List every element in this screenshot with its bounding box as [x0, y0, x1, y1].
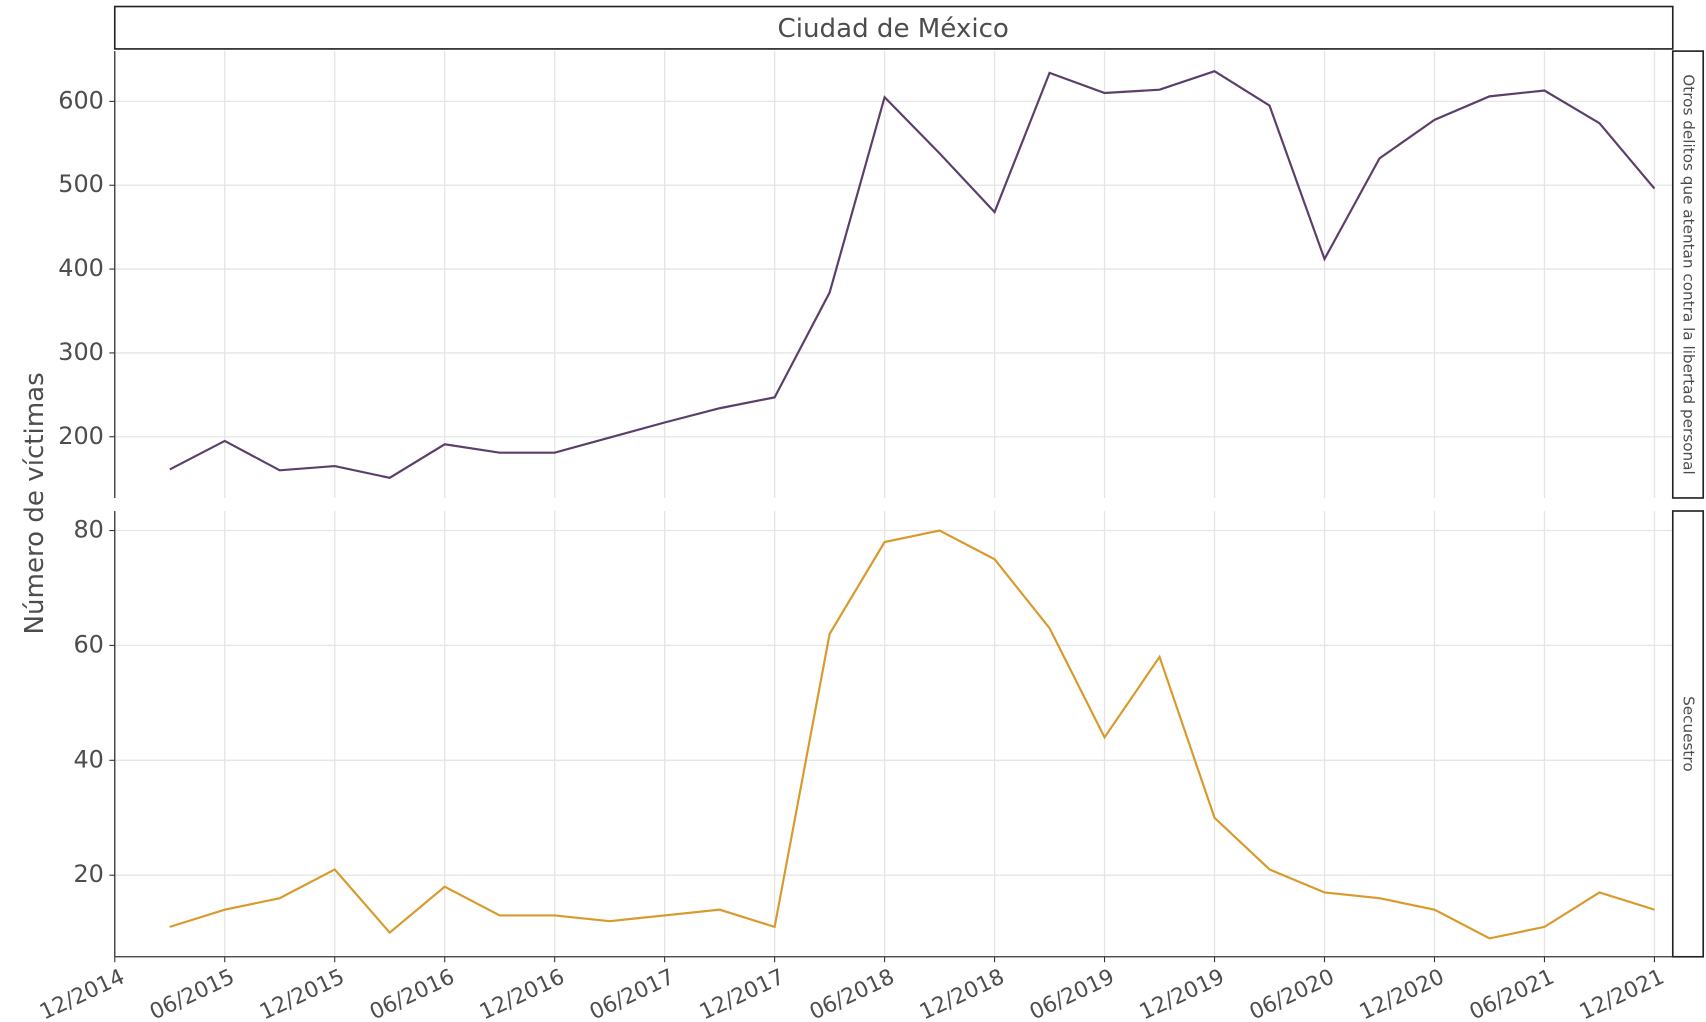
x-tick-label: 12/2015 — [256, 965, 348, 1022]
x-tick-label: 06/2017 — [586, 965, 678, 1022]
x-tick-label: 12/2021 — [1576, 965, 1668, 1022]
panel — [114, 511, 1673, 957]
y-tick-label: 40 — [73, 745, 103, 773]
x-tick-label: 12/2019 — [1136, 965, 1228, 1022]
line — [169, 529, 1655, 940]
panel — [114, 51, 1673, 498]
y-tick-label: 400 — [58, 254, 104, 282]
x-tick-label: 06/2019 — [1026, 965, 1118, 1022]
x-tick-label: 06/2020 — [1246, 965, 1338, 1022]
chart-title: Ciudad de México — [778, 14, 1009, 44]
y-axis-label: Número de víctimas — [20, 372, 50, 634]
y-tick-label: 600 — [58, 86, 104, 114]
y-tick-label: 200 — [58, 422, 104, 450]
x-tick-label: 12/2018 — [916, 965, 1008, 1022]
y-tick-label: 300 — [58, 338, 104, 366]
line — [169, 70, 1656, 479]
y-tick-label: 80 — [73, 516, 103, 544]
x-tick-label: 06/2021 — [1466, 965, 1558, 1022]
x-tick-label: 12/2014 — [36, 965, 128, 1022]
facet-strip — [1671, 50, 1705, 499]
x-tick-label: 12/2020 — [1356, 965, 1448, 1022]
y-tick-label: 60 — [73, 630, 103, 658]
x-tick-label: 12/2016 — [476, 965, 568, 1022]
x-tick-label: 06/2015 — [146, 965, 238, 1022]
facet-label: Secuestro — [1679, 696, 1697, 772]
facet-label: Otros delitos que atentan contra la libe… — [1679, 74, 1697, 474]
facet-strip — [1671, 510, 1705, 958]
title-strip — [113, 5, 1674, 50]
y-tick-label: 500 — [58, 170, 104, 198]
x-tick-label: 06/2018 — [806, 965, 898, 1022]
x-tick-label: 06/2016 — [366, 965, 458, 1022]
y-tick-label: 20 — [73, 860, 103, 888]
x-tick-label: 12/2017 — [696, 965, 788, 1022]
